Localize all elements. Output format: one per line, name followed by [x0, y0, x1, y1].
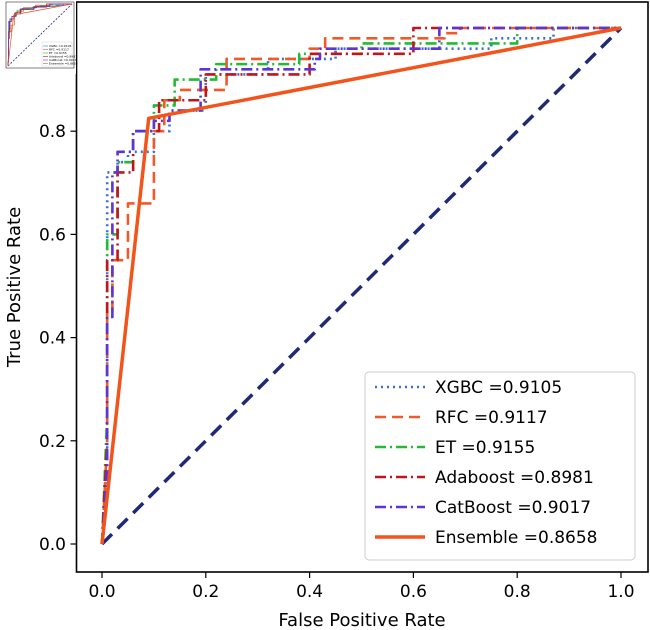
thumbnail-legend-label: RFC =0.9117: [49, 48, 69, 52]
x-axis-title: False Positive Rate: [278, 610, 445, 630]
y-tick-label: 0.2: [39, 432, 66, 452]
roc-curve-et: [100, 26, 621, 545]
y-axis-title: True Positive Rate: [4, 207, 25, 368]
legend-label-ensemble: Ensemble =0.8658: [435, 528, 598, 548]
roc-curve-ensemble: [100, 26, 622, 545]
chance-line: [100, 26, 623, 546]
roc-curve-catboost: [100, 26, 621, 545]
thumbnail-curve-ensemble: [7, 3, 73, 67]
y-tick-label: 0.4: [39, 329, 66, 349]
x-tick-label: 0.4: [296, 582, 323, 602]
legend-label-xgbc: XGBC =0.9105: [435, 378, 562, 398]
thumbnail-curve-catboost: [7, 3, 72, 67]
thumbnail-legend-box: [41, 41, 73, 67]
x-tick-label: 1.0: [607, 582, 634, 602]
y-tick-label: 0.6: [39, 225, 66, 245]
y-tick-label: 0.0: [39, 535, 66, 555]
x-tick-label: 0.6: [400, 582, 427, 602]
thumbnail-legend-label: CatBoost =0.9017: [49, 58, 77, 62]
thumbnail-legend-label: Ensemble =0.8658: [49, 62, 78, 66]
legend-box: [364, 371, 636, 561]
thumbnail-chance-line: [7, 3, 73, 67]
x-axis: 0.0 0.2 0.4 0.6 0.8 1.0: [88, 572, 635, 602]
y-axis: 0.0 0.2 0.4 0.6 0.8: [39, 122, 77, 555]
y-tick-label: 0.8: [39, 122, 66, 142]
curves-layer: [100, 26, 623, 546]
legend-label-adaboost: Adaboost =0.8981: [435, 468, 594, 488]
legend-label-rfc: RFC =0.9117: [435, 408, 548, 428]
thumbnail-legend-label: Adaboost =0.8981: [49, 55, 77, 59]
legend-label-et: ET =0.9155: [435, 438, 535, 458]
legend: XGBC =0.9105 RFC =0.9117 ET =0.9155 Adaboos…: [364, 371, 636, 561]
legend-label-catboost: CatBoost =0.9017: [435, 498, 591, 518]
x-tick-label: 0.8: [504, 582, 531, 602]
thumbnail-legend-label: ET =0.9155: [49, 51, 67, 55]
x-tick-label: 0.2: [192, 582, 219, 602]
thumbnail-legend-label: XGBC =0.9105: [49, 44, 72, 48]
x-tick-label: 0.0: [88, 582, 115, 602]
